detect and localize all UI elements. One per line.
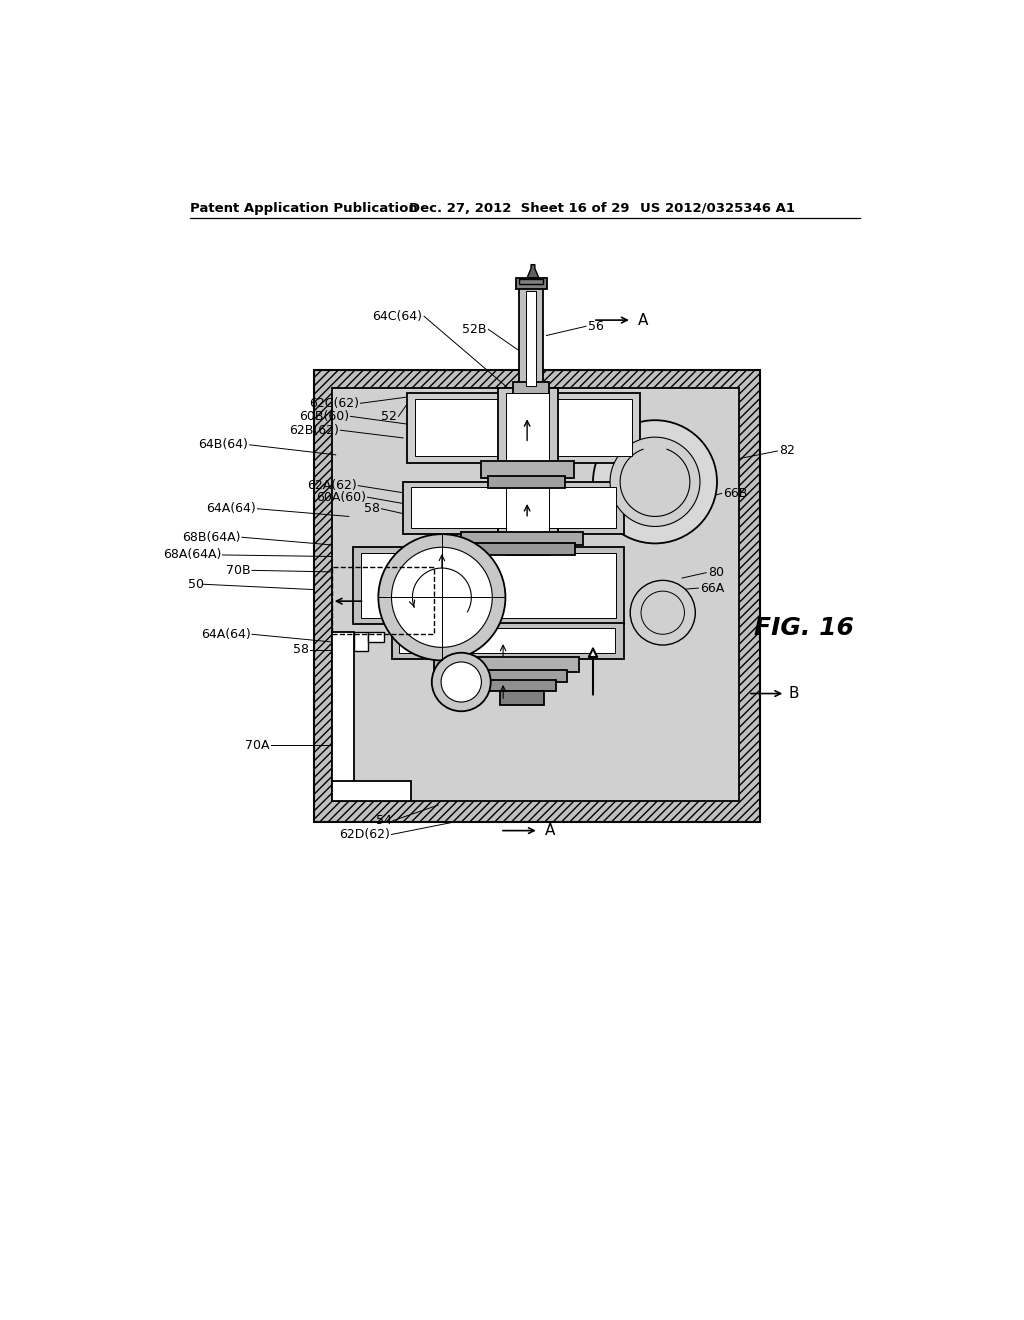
Text: 82: 82 — [779, 445, 795, 458]
Bar — [352, 548, 624, 624]
Text: 54: 54 — [376, 814, 391, 828]
Text: 60A(60): 60A(60) — [316, 491, 366, 504]
Text: 62C(62): 62C(62) — [309, 397, 359, 409]
Text: 58: 58 — [364, 502, 380, 515]
Bar — [498, 388, 558, 558]
Bar — [332, 632, 354, 801]
Text: 64A(64): 64A(64) — [201, 628, 251, 640]
Text: 66A: 66A — [700, 582, 724, 594]
Circle shape — [593, 420, 717, 544]
Bar — [399, 628, 614, 653]
Bar — [519, 280, 543, 284]
Bar — [481, 461, 573, 478]
Text: 52B: 52B — [462, 323, 486, 335]
Bar — [434, 657, 579, 672]
Bar — [454, 681, 556, 692]
Text: 64A(64): 64A(64) — [206, 502, 256, 515]
Text: FIG. 16: FIG. 16 — [755, 616, 854, 640]
Bar — [369, 632, 384, 642]
Text: 62B(62): 62B(62) — [289, 424, 339, 437]
Text: B: B — [369, 594, 379, 609]
Bar — [391, 623, 624, 659]
Bar — [411, 487, 616, 528]
Circle shape — [391, 548, 493, 647]
Text: 50: 50 — [188, 578, 205, 591]
Bar — [513, 381, 549, 396]
Text: 62A(62): 62A(62) — [307, 479, 356, 492]
Text: 66B: 66B — [723, 487, 748, 500]
Bar — [332, 780, 411, 801]
Text: 68B(64A): 68B(64A) — [182, 531, 241, 544]
Bar — [415, 400, 632, 457]
Polygon shape — [527, 264, 539, 277]
Text: B: B — [788, 686, 799, 701]
Text: 62D(62): 62D(62) — [339, 828, 390, 841]
Text: Patent Application Publication: Patent Application Publication — [190, 202, 418, 215]
Text: 56: 56 — [588, 319, 603, 333]
Bar — [461, 532, 583, 545]
Bar — [332, 566, 434, 635]
Text: US 2012/0325346 A1: US 2012/0325346 A1 — [640, 202, 795, 215]
Bar — [360, 553, 616, 618]
Text: 52: 52 — [381, 409, 397, 422]
Text: Dec. 27, 2012  Sheet 16 of 29: Dec. 27, 2012 Sheet 16 of 29 — [409, 202, 629, 215]
Text: 80: 80 — [708, 566, 724, 579]
Bar — [443, 671, 567, 682]
Circle shape — [630, 581, 695, 645]
Bar — [407, 393, 640, 462]
Bar — [314, 370, 760, 822]
Text: 68A(64A): 68A(64A) — [163, 548, 221, 561]
Circle shape — [441, 663, 481, 702]
Bar — [354, 632, 369, 651]
Bar — [332, 388, 738, 801]
Text: 70B: 70B — [226, 564, 251, 577]
Circle shape — [610, 437, 700, 527]
Text: 70A: 70A — [246, 739, 270, 751]
Bar — [525, 290, 537, 387]
Text: A: A — [638, 313, 648, 327]
Text: 60B(60): 60B(60) — [299, 409, 349, 422]
Bar — [500, 692, 544, 705]
Text: 64B(64): 64B(64) — [199, 438, 248, 451]
Bar — [515, 277, 547, 289]
Circle shape — [378, 535, 506, 660]
Circle shape — [432, 653, 490, 711]
Bar — [488, 477, 565, 488]
Bar — [469, 544, 575, 554]
Text: A: A — [545, 824, 555, 838]
Bar — [519, 288, 543, 388]
Text: 58: 58 — [293, 643, 308, 656]
Bar — [506, 393, 549, 554]
Text: 64C(64): 64C(64) — [373, 310, 423, 323]
Circle shape — [641, 591, 684, 635]
Bar — [403, 482, 624, 535]
